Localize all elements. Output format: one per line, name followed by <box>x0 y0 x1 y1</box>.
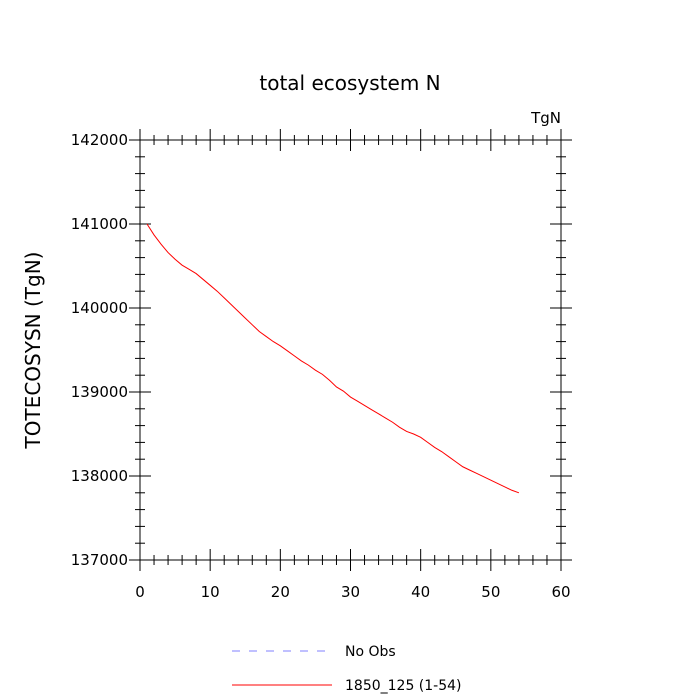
y-tick-label: 138000 <box>71 467 128 485</box>
y-axis-label: TOTECOSYSN (TgN) <box>21 252 45 450</box>
y-tick-label: 137000 <box>71 551 128 569</box>
y-tick-label: 140000 <box>71 299 128 317</box>
x-tick-label: 60 <box>551 583 570 601</box>
y-tick-label: 142000 <box>71 131 128 149</box>
series-line-1 <box>146 223 520 494</box>
legend: No Obs 1850_125 (1-54) <box>232 644 462 694</box>
legend-label-1850: 1850_125 (1-54) <box>345 678 462 694</box>
y-tick-label: 141000 <box>71 215 128 233</box>
x-tick-label: 0 <box>135 583 145 601</box>
units-label: TgN <box>530 109 561 127</box>
x-tick-label: 10 <box>201 583 220 601</box>
legend-label-no-obs: No Obs <box>345 644 396 660</box>
x-tick-label: 20 <box>271 583 290 601</box>
series-layer <box>146 223 520 494</box>
chart-title: total ecosystem N <box>259 71 440 95</box>
x-tick-label: 30 <box>341 583 360 601</box>
x-tick-label: 50 <box>481 583 500 601</box>
plot-frame <box>139 139 562 561</box>
axes: 0 10 20 30 40 50 60 137000 138000 139000 140000 141… <box>71 129 572 601</box>
y-tick-label: 139000 <box>71 383 128 401</box>
x-tick-label: 40 <box>411 583 430 601</box>
